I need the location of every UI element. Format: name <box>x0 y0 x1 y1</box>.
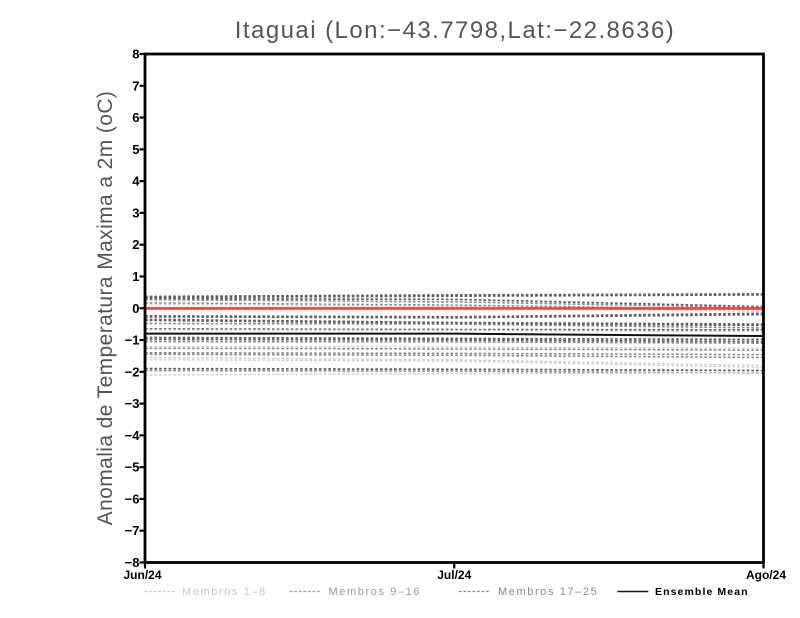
svg-text:−5: −5 <box>125 460 140 475</box>
svg-text:−1: −1 <box>125 333 140 348</box>
svg-text:Membros 1–8: Membros 1–8 <box>182 586 267 598</box>
svg-text:Jun/24: Jun/24 <box>123 568 161 582</box>
svg-text:Anomalia de Temperatura Maxima: Anomalia de Temperatura Maxima a 2m (oC) <box>94 91 117 526</box>
svg-text:5: 5 <box>132 142 139 157</box>
svg-text:Ago/24: Ago/24 <box>746 568 786 582</box>
svg-text:Ensemble Mean: Ensemble Mean <box>655 586 749 598</box>
svg-text:1: 1 <box>132 269 139 284</box>
svg-text:−6: −6 <box>125 491 140 506</box>
svg-text:−4: −4 <box>125 428 141 443</box>
svg-text:−7: −7 <box>125 523 140 538</box>
svg-text:Itaguai (Lon:−43.7798,Lat:−22.: Itaguai (Lon:−43.7798,Lat:−22.8636) <box>235 17 675 44</box>
svg-text:7: 7 <box>132 78 139 93</box>
svg-text:3: 3 <box>132 205 139 220</box>
svg-text:8: 8 <box>132 47 139 62</box>
svg-text:−8: −8 <box>125 555 140 570</box>
svg-text:4: 4 <box>132 174 140 189</box>
svg-text:Membros 17–25: Membros 17–25 <box>498 586 598 598</box>
svg-text:−2: −2 <box>125 364 140 379</box>
svg-text:Jul/24: Jul/24 <box>437 568 471 582</box>
svg-text:0: 0 <box>132 301 139 316</box>
svg-text:6: 6 <box>132 110 139 125</box>
svg-text:Membros 9–16: Membros 9–16 <box>329 586 422 598</box>
svg-text:−3: −3 <box>125 396 140 411</box>
svg-text:2: 2 <box>132 237 139 252</box>
